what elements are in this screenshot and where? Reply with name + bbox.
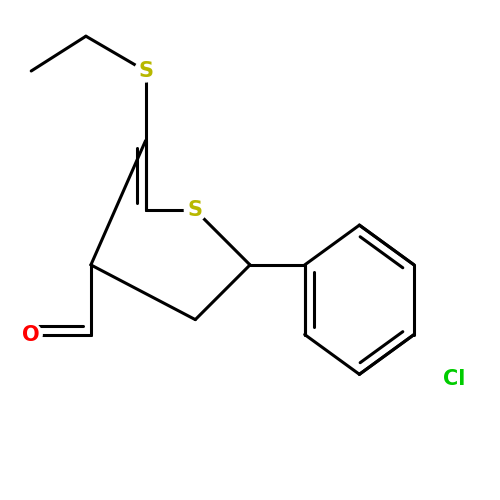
Text: O: O: [22, 324, 40, 344]
Circle shape: [134, 60, 156, 82]
Text: Cl: Cl: [442, 370, 465, 390]
Text: S: S: [188, 200, 203, 220]
Circle shape: [20, 324, 42, 345]
Text: S: S: [138, 61, 153, 81]
Circle shape: [443, 368, 465, 390]
Circle shape: [184, 200, 206, 221]
